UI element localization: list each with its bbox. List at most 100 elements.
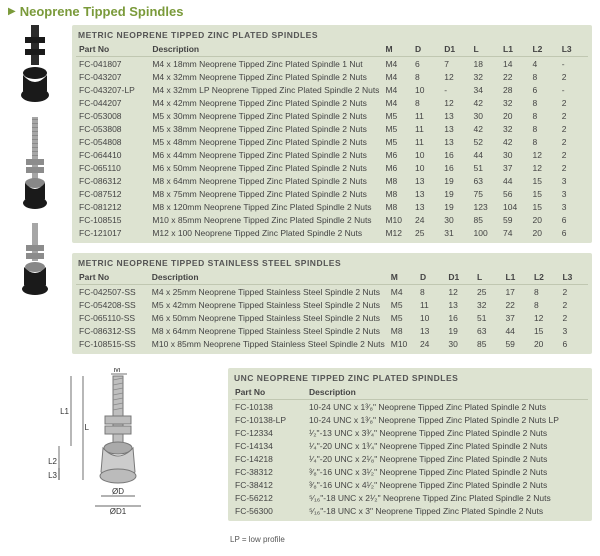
diag-label-L3: L3 <box>48 471 57 480</box>
cell: 10 <box>412 83 441 96</box>
cell: 22 <box>500 70 529 83</box>
cell: 63 <box>474 324 502 337</box>
cell: 13 <box>441 109 470 122</box>
cell: 44 <box>500 174 529 187</box>
cell: 2 <box>559 122 588 135</box>
col-header: D1 <box>441 42 470 57</box>
cell: 15 <box>529 200 558 213</box>
col-header: Part No <box>76 270 149 285</box>
cell: 10 <box>417 311 445 324</box>
cell: 12 <box>529 161 558 174</box>
cell: 13 <box>441 135 470 148</box>
cell: 13 <box>441 122 470 135</box>
cell: M4 x 18mm Neoprene Tipped Zinc Plated Sp… <box>149 57 382 71</box>
cell: 11 <box>412 109 441 122</box>
table-metric-zinc: METRIC NEOPRENE TIPPED ZINC PLATED SPIND… <box>72 25 592 243</box>
cell: 51 <box>471 161 500 174</box>
col-header: M <box>388 270 417 285</box>
cell-partno: FC-10138 <box>232 400 306 414</box>
cell-partno: FC-14218 <box>232 452 306 465</box>
cell: 104 <box>500 200 529 213</box>
table-metric-ss: METRIC NEOPRENE TIPPED STAINLESS STEEL S… <box>72 253 592 354</box>
cell: 100 <box>471 226 500 239</box>
table-row: FC-042507-SSM4 x 25mm Neoprene Tipped St… <box>76 285 588 299</box>
cell: 10 <box>412 148 441 161</box>
cell: M5 <box>388 298 417 311</box>
cell: 56 <box>500 187 529 200</box>
cell: 13 <box>412 174 441 187</box>
cell: 52 <box>471 135 500 148</box>
cell-partno: FC-38412 <box>232 478 306 491</box>
cell: 2 <box>559 96 588 109</box>
cell: M4 x 32mm Neoprene Tipped Zinc Plated Sp… <box>149 70 382 83</box>
cell: 37 <box>502 311 531 324</box>
cell-partno: FC-086312-SS <box>76 324 149 337</box>
cell: M8 <box>388 324 417 337</box>
diag-label-L1: L1 <box>60 407 69 416</box>
table-row: FC-086312M8 x 64mm Neoprene Tipped Zinc … <box>76 174 588 187</box>
cell: M10 x 85mm Neoprene Tipped Zinc Plated S… <box>149 213 382 226</box>
cell-partno: FC-053008 <box>76 109 149 122</box>
cell: M5 <box>382 109 412 122</box>
cell: 11 <box>412 122 441 135</box>
cell-partno: FC-044207 <box>76 96 149 109</box>
table-row: FC-121017M12 x 100 Neoprene Tipped Zinc … <box>76 226 588 239</box>
cell: 4 <box>529 57 558 71</box>
table-row: FC-56300⁵⁄₁₆"-18 UNC x 3" Neoprene Tippe… <box>232 504 588 517</box>
cell: 3 <box>559 324 588 337</box>
diag-label-L2: L2 <box>48 457 57 466</box>
cell: 6 <box>529 83 558 96</box>
cell: 18 <box>471 57 500 71</box>
col-header: Description <box>149 42 382 57</box>
cell: 15 <box>529 187 558 200</box>
cell: 13 <box>412 187 441 200</box>
cell: M10 <box>382 213 412 226</box>
table-row: FC-087512M8 x 75mm Neoprene Tipped Zinc … <box>76 187 588 200</box>
table-row: FC-14218¹⁄₄"-20 UNC x 2¹⁄₈" Neoprene Tip… <box>232 452 588 465</box>
cell: 2 <box>559 70 588 83</box>
col-header: L1 <box>502 270 531 285</box>
table3-header: UNC NEOPRENE TIPPED ZINC PLATED SPINDLES <box>232 370 588 385</box>
cell: 8 <box>412 70 441 83</box>
spindle-photo-ss-icon <box>15 117 55 217</box>
col-header: D <box>417 270 445 285</box>
cell: M5 <box>382 135 412 148</box>
table-row: FC-054808M5 x 48mm Neoprene Tipped Zinc … <box>76 135 588 148</box>
cell: M4 <box>382 83 412 96</box>
cell: 20 <box>529 213 558 226</box>
cell: M5 x 42mm Neoprene Tipped Stainless Stee… <box>149 298 388 311</box>
cell: 8 <box>529 109 558 122</box>
cell: 12 <box>441 96 470 109</box>
cell: 10-24 UNC x 1³⁄₈" Neoprene Tipped Zinc P… <box>306 413 588 426</box>
title-arrow-icon: ▶ <box>8 6 16 17</box>
table-row: FC-064410M6 x 44mm Neoprene Tipped Zinc … <box>76 148 588 161</box>
cell: M10 <box>388 337 417 350</box>
page-title-row: ▶ Neoprene Tipped Spindles <box>8 4 592 19</box>
cell: M5 <box>388 311 417 324</box>
cell: 3 <box>559 174 588 187</box>
cell: 8 <box>529 70 558 83</box>
cell: 32 <box>474 298 502 311</box>
table-row: FC-053008M5 x 30mm Neoprene Tipped Zinc … <box>76 109 588 122</box>
table1-header: METRIC NEOPRENE TIPPED ZINC PLATED SPIND… <box>76 27 588 42</box>
cell: 34 <box>471 83 500 96</box>
table-unc-zinc: UNC NEOPRENE TIPPED ZINC PLATED SPINDLES… <box>228 368 592 521</box>
cell: 19 <box>445 324 474 337</box>
cell: 3 <box>559 200 588 213</box>
cell: 30 <box>471 109 500 122</box>
cell: 13 <box>417 324 445 337</box>
diag-label-M: M <box>114 368 121 374</box>
cell: 44 <box>502 324 531 337</box>
col-header: Part No <box>76 42 149 57</box>
cell: M8 x 64mm Neoprene Tipped Stainless Stee… <box>149 324 388 337</box>
cell-partno: FC-064410 <box>76 148 149 161</box>
cell: 51 <box>474 311 502 324</box>
cell: 8 <box>412 96 441 109</box>
table-row: FC-108515-SSM10 x 85mm Neoprene Tipped S… <box>76 337 588 350</box>
cell: 12 <box>441 70 470 83</box>
cell: 6 <box>559 337 588 350</box>
cell: 2 <box>559 285 588 299</box>
table-row: FC-053808M5 x 38mm Neoprene Tipped Zinc … <box>76 122 588 135</box>
cell: M6 <box>382 148 412 161</box>
cell: M6 <box>382 161 412 174</box>
